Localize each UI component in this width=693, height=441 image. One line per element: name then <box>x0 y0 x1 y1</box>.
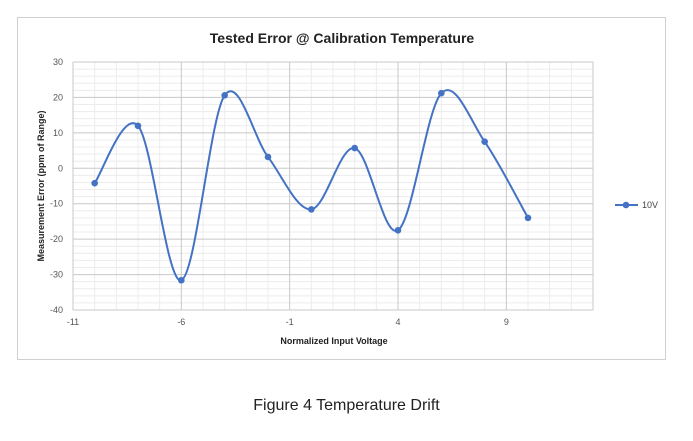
y-tick-label: 10 <box>53 128 63 138</box>
legend-marker-icon <box>622 201 630 209</box>
x-tick-label: 9 <box>504 317 509 327</box>
data-point <box>481 138 488 146</box>
chart-frame: Tested Error @ Calibration Temperature -… <box>17 17 666 360</box>
line-chart: Tested Error @ Calibration Temperature -… <box>36 30 658 346</box>
data-point <box>524 214 532 222</box>
data-point <box>221 92 228 99</box>
y-tick-labels: -40 -30 -20 -10 0 10 20 30 <box>50 57 63 315</box>
y-tick-label: 20 <box>53 92 63 102</box>
x-axis-label: Normalized Input Voltage <box>280 336 387 346</box>
y-tick-label: -40 <box>50 305 63 315</box>
x-tick-label: -11 <box>67 317 79 327</box>
y-tick-label: -30 <box>50 270 63 280</box>
y-axis-label: Measurement Error (ppm of Range) <box>36 110 46 261</box>
data-point <box>438 89 445 97</box>
y-tick-label: 30 <box>53 57 63 67</box>
y-tick-label: 0 <box>58 163 63 173</box>
chart-title: Tested Error @ Calibration Temperature <box>210 30 475 46</box>
figure-caption: Figure 4 Temperature Drift <box>253 397 440 414</box>
legend-label: 10V <box>642 200 658 210</box>
series-points-10v <box>91 89 532 284</box>
data-point <box>308 206 315 213</box>
data-point <box>91 179 98 187</box>
minor-gridlines <box>73 62 594 310</box>
data-point <box>178 276 185 284</box>
data-point <box>264 153 272 161</box>
major-gridlines <box>72 61 594 311</box>
data-point <box>394 226 402 234</box>
legend: 10V <box>615 200 658 210</box>
y-tick-label: -10 <box>50 199 63 209</box>
x-tick-labels: -11 -6 -1 4 9 <box>67 317 509 327</box>
data-point <box>134 122 142 130</box>
x-tick-label: -6 <box>177 317 185 327</box>
data-point <box>351 144 358 152</box>
x-tick-label: 4 <box>395 317 400 327</box>
y-tick-label: -20 <box>50 234 63 244</box>
x-tick-label: -1 <box>286 317 294 327</box>
